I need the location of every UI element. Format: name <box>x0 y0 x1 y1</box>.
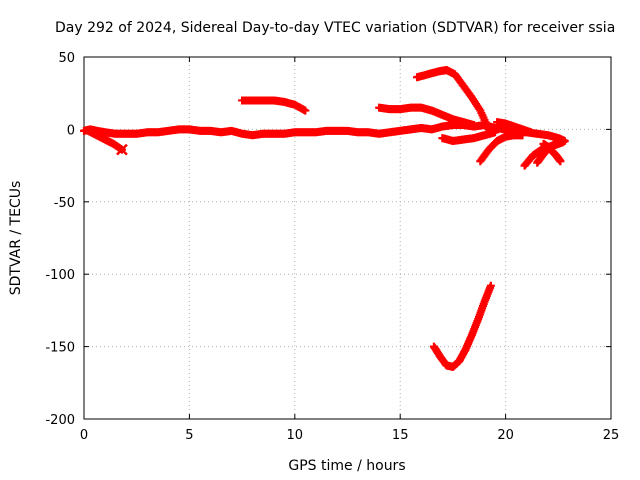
data-point <box>526 128 535 137</box>
x-tick-label: 20 <box>497 428 514 443</box>
data-point <box>486 281 495 290</box>
y-tick-label: -100 <box>45 268 75 283</box>
x-tick-label: 25 <box>603 428 620 443</box>
data-point <box>556 157 565 166</box>
y-axis-label: SDTVAR / TECUs <box>8 181 24 296</box>
data-point-cross <box>116 143 128 156</box>
x-tick-label: 10 <box>287 428 304 443</box>
x-axis-label: GPS time / hours <box>288 458 405 474</box>
y-tick-label: 50 <box>58 51 75 66</box>
plot-frame <box>83 56 612 420</box>
grid <box>84 57 611 419</box>
x-tick-label: 15 <box>392 428 409 443</box>
data-point <box>491 128 500 137</box>
series-deep-dip <box>429 281 495 371</box>
y-tick-label: -200 <box>45 413 75 428</box>
series-branch-20h <box>493 118 535 137</box>
series-track-14h <box>375 103 478 130</box>
y-tick-label: -150 <box>45 341 75 356</box>
data-point <box>558 138 567 147</box>
series-arc-8h <box>238 96 310 115</box>
y-tick-label: -50 <box>54 196 75 211</box>
series-main-track <box>80 121 569 145</box>
data-point <box>469 121 478 130</box>
data-point <box>301 106 310 115</box>
data-series <box>80 66 569 371</box>
series-hook-18h <box>438 128 500 145</box>
y-tick-label: 0 <box>67 123 75 138</box>
axis-ticks: 0 5 10 15 20 25 -200 -150 -100 -50 0 50 <box>45 51 619 443</box>
series-fan-22h-b <box>539 139 565 166</box>
series-branch-19h <box>476 131 527 166</box>
x-tick-label: 0 <box>80 428 88 443</box>
chart-title: Day 292 of 2024, Sidereal Day-to-day VTE… <box>55 20 615 36</box>
series-arc-16h <box>413 66 493 134</box>
x-tick-label: 5 <box>185 428 193 443</box>
series-early-dip <box>84 126 126 154</box>
